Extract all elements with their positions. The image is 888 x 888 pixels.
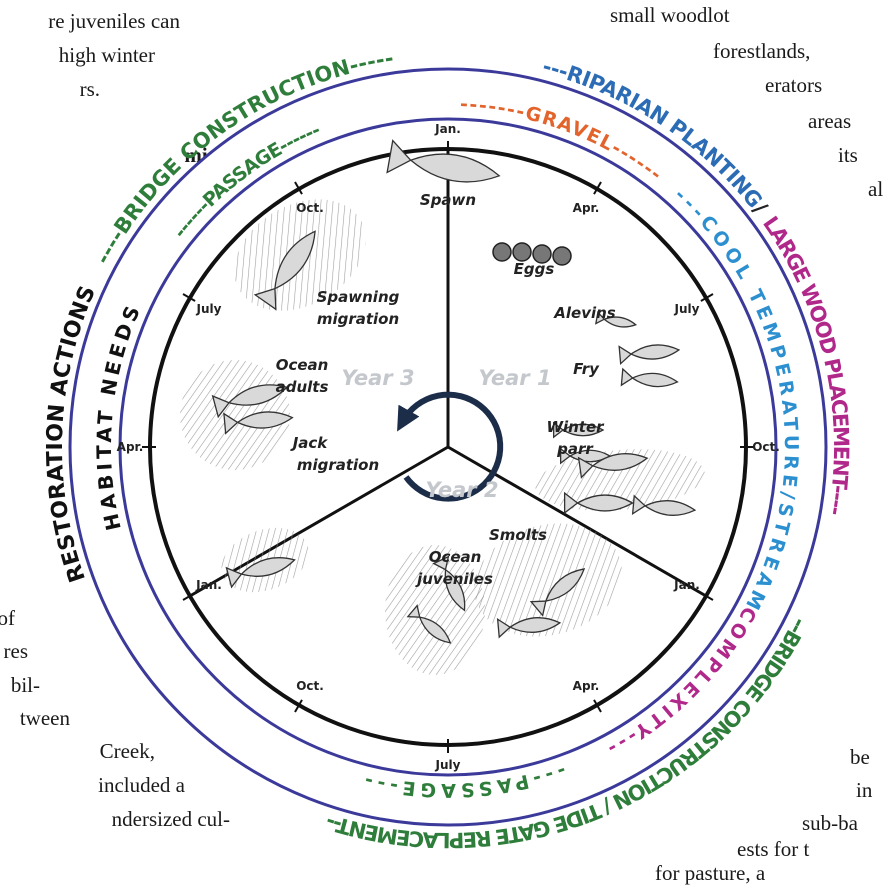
month-tick [700, 293, 714, 302]
body-text: in [856, 778, 873, 802]
year-label: Year 1 [478, 366, 551, 390]
month-label: Oct. [296, 201, 324, 215]
stage-label: migration [297, 456, 379, 474]
body-text: be [850, 745, 870, 769]
body-text: al [868, 177, 883, 201]
illustrations [180, 139, 705, 675]
month-label: Apr. [117, 440, 144, 454]
egg [532, 244, 552, 264]
labels: Jan. Apr. July Oct. Jan. Apr. July Oct. Jan. Apr.… [117, 122, 780, 772]
body-text: re juveniles can [48, 9, 180, 33]
stage-label: Spawning [317, 288, 400, 306]
month-label: July [435, 758, 461, 772]
month-tick [294, 181, 303, 195]
month-tick [700, 592, 714, 601]
stage-label: Ocean [429, 548, 482, 566]
body-text: sub-ba [802, 811, 859, 835]
fish [496, 617, 562, 639]
stage-label: Eggs [514, 260, 555, 278]
month-tick [593, 181, 602, 195]
year-label: Year 3 [341, 366, 414, 390]
month-label: Jan. [434, 122, 461, 136]
month-label: July [196, 302, 222, 316]
body-text: of [0, 606, 15, 630]
hatch-texture [474, 523, 622, 637]
fish [631, 494, 697, 516]
stage-label: Spawn [420, 191, 476, 209]
fish [386, 139, 501, 183]
month-label: Jan. [195, 578, 222, 592]
fish [432, 555, 466, 612]
month-tick [294, 699, 303, 713]
stage-label: Fry [573, 360, 600, 378]
fish [529, 568, 586, 617]
month-tick [182, 592, 196, 601]
fish [577, 453, 649, 479]
stage-label: juveniles [415, 570, 493, 588]
month-label: Oct. [752, 440, 780, 454]
fish [223, 411, 294, 435]
body-text: areas [808, 109, 851, 133]
hatch-texture [535, 449, 705, 511]
egg [492, 242, 512, 262]
fish [225, 557, 296, 589]
stage-label: migration [317, 310, 399, 328]
egg [512, 242, 532, 262]
fish [563, 491, 634, 515]
body-text: ests for t [737, 837, 809, 861]
body-text: for pasture, a [655, 861, 766, 885]
stage-label: Smolts [489, 526, 547, 544]
body-text: tween [20, 706, 71, 730]
month-label: Apr. [573, 201, 600, 215]
stage-label: adults [276, 378, 329, 396]
body-text: included a [98, 773, 186, 797]
fish [211, 384, 289, 419]
fish [620, 367, 679, 388]
body-text: ndersized cul- [112, 807, 230, 831]
body-text: res [4, 639, 29, 663]
body-text: high winter [59, 43, 155, 67]
month-label: Oct. [296, 679, 324, 693]
fish [594, 310, 638, 328]
stage-label: Winter [546, 418, 605, 436]
body-text: small woodlot [610, 3, 730, 27]
cycle-arrow [397, 391, 504, 502]
body-text: Creek, [100, 739, 155, 763]
hatch-texture [385, 545, 485, 675]
year-label: Year 2 [425, 478, 498, 502]
body-text: bil- [11, 673, 40, 697]
month-label: July [674, 302, 700, 316]
egg [552, 246, 572, 266]
month-label: Apr. [573, 679, 600, 693]
fish [618, 344, 681, 366]
fish [552, 421, 605, 439]
body-text: its [838, 143, 858, 167]
fish [253, 230, 316, 311]
stage-label: Alevins [553, 304, 616, 322]
body-text: forestlands, [713, 39, 810, 63]
month-label: Jan. [673, 578, 700, 592]
fish [406, 604, 452, 644]
month-tick [182, 293, 196, 302]
body-text: rs. [80, 77, 100, 101]
stage-label: parr [556, 440, 594, 458]
body-text: erators [765, 73, 822, 97]
stage-label: Jack [290, 434, 329, 452]
stage-label: Ocean [276, 356, 329, 374]
month-tick [593, 699, 602, 713]
